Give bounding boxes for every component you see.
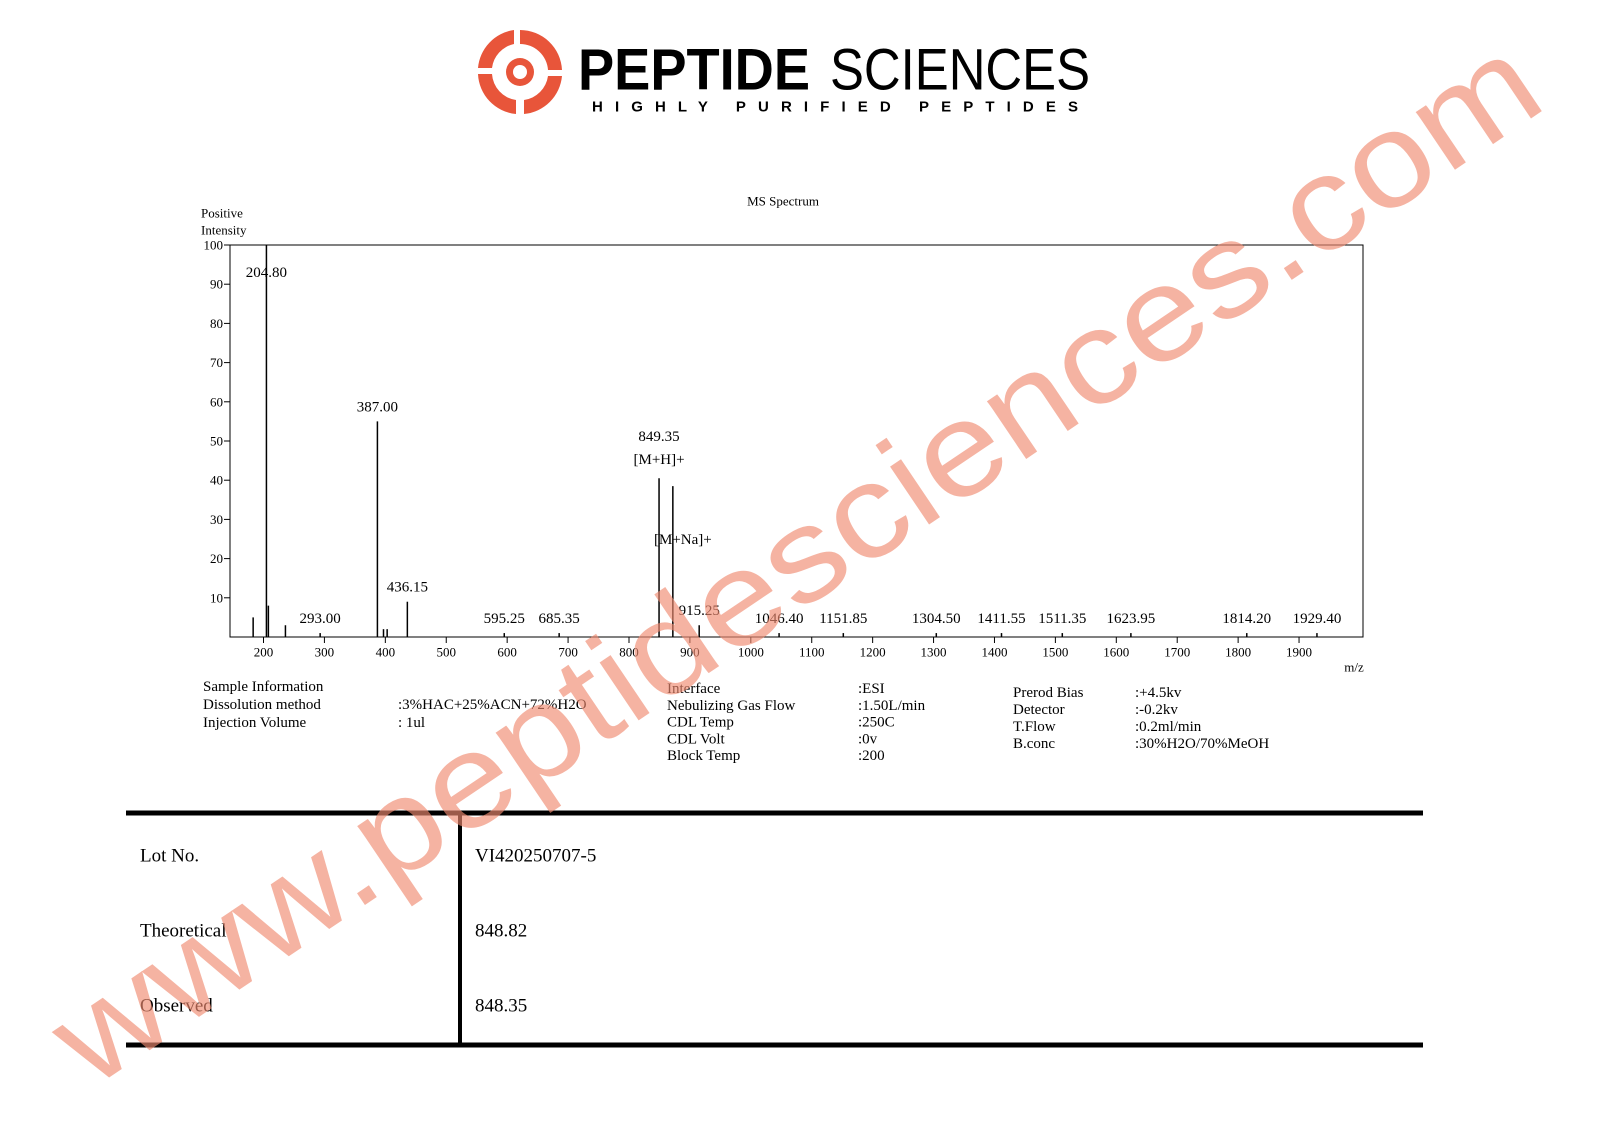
info-value: :200 <box>858 748 885 764</box>
x-tick-label: 300 <box>315 645 335 660</box>
info-label: CDL Volt <box>667 731 725 747</box>
info-label: Dissolution method <box>203 697 321 713</box>
peak-label: 1151.85 <box>819 611 867 627</box>
info-label: B.conc <box>1013 736 1055 752</box>
sample-heading: Sample Information <box>203 679 324 695</box>
x-tick-label: 900 <box>680 645 700 660</box>
y-tick-label: 60 <box>210 394 223 409</box>
peak-annotation: [M+H]+ <box>634 452 685 468</box>
x-tick-label: 700 <box>558 645 578 660</box>
peak-label: 1623.95 <box>1107 611 1156 627</box>
x-tick-label: 1200 <box>860 645 886 660</box>
y-tick-label: 20 <box>210 551 223 566</box>
peak-annotation: [M+Na]+ <box>654 532 712 548</box>
row-value: VI420250707-5 <box>475 846 596 867</box>
x-tick-label: 1100 <box>799 645 825 660</box>
x-tick-label: 500 <box>436 645 456 660</box>
x-tick-label: 1900 <box>1286 645 1312 660</box>
y-axis-label: Positive <box>201 206 243 221</box>
y-axis-label: Intensity <box>201 223 247 238</box>
brand: SCIENCES <box>830 38 1090 103</box>
info-value: :1.50L/min <box>858 698 926 714</box>
info-label: Detector <box>1013 702 1065 718</box>
x-tick-label: 1000 <box>738 645 764 660</box>
row-label: Lot No. <box>140 846 199 867</box>
peak-label: 1411.55 <box>977 611 1025 627</box>
info-label: CDL Temp <box>667 715 734 731</box>
x-tick-label: 600 <box>497 645 517 660</box>
info-label: Block Temp <box>667 748 740 764</box>
peak-label: 436.15 <box>387 580 428 596</box>
peak-label: 1929.40 <box>1293 611 1342 627</box>
x-tick-label: 800 <box>619 645 639 660</box>
y-tick-label: 30 <box>210 512 223 527</box>
info-value: : 1ul <box>398 715 425 731</box>
x-tick-label: 1300 <box>921 645 947 660</box>
y-tick-label: 70 <box>210 355 223 370</box>
y-tick-label: 40 <box>210 473 223 488</box>
content: 10 20 30 40 50 60 70 80 90 100 200 300 400 500 600 700 8… <box>140 238 1341 1017</box>
logo-icon <box>478 29 562 114</box>
info-label: Prerod Bias <box>1013 685 1084 701</box>
y-tick-label: 50 <box>210 434 223 449</box>
info-value: :0.2ml/min <box>1135 719 1202 735</box>
peak-label: 1046.40 <box>755 611 804 627</box>
info-value: :250C <box>858 715 895 731</box>
peak-label: 1511.35 <box>1038 611 1086 627</box>
peak-label: 387.00 <box>357 399 398 415</box>
row-value: 848.35 <box>475 996 527 1017</box>
y-tick-label: 100 <box>204 238 224 253</box>
info-label: Interface <box>667 681 721 697</box>
peak-label: 1304.50 <box>912 611 961 627</box>
x-tick-label: 400 <box>376 645 396 660</box>
y-tick-label: 90 <box>210 277 223 292</box>
watermark: www.peptidesciences.com <box>23 7 1565 1114</box>
peak-label: 685.35 <box>539 611 580 627</box>
peak-label: 915.25 <box>679 603 720 619</box>
x-tick-label: 1500 <box>1042 645 1068 660</box>
x-tick-label: 1700 <box>1164 645 1190 660</box>
info-label: Injection Volume <box>203 715 307 731</box>
peak-label: 293.00 <box>300 611 341 627</box>
peak-label: 595.25 <box>484 611 525 627</box>
brand: PEPTIDE <box>578 38 810 103</box>
x-axis-label: m/z <box>1344 660 1364 675</box>
info-label: T.Flow <box>1013 719 1056 735</box>
row-label: Theoretical <box>140 921 227 942</box>
row-value: 848.82 <box>475 921 527 942</box>
info-value: :+4.5kv <box>1135 685 1182 701</box>
info-value: :0v <box>858 731 878 747</box>
x-tick-label: 1600 <box>1103 645 1129 660</box>
peak-label: 1814.20 <box>1222 611 1271 627</box>
info-value: :-0.2kv <box>1135 702 1178 718</box>
info-label: Nebulizing Gas Flow <box>667 698 795 714</box>
y-tick-label: 80 <box>210 316 223 331</box>
x-tick-label: 200 <box>254 645 274 660</box>
x-tick-label: 1400 <box>981 645 1007 660</box>
peak-label: 849.35 <box>638 429 679 445</box>
y-tick-label: 10 <box>210 590 223 605</box>
info-value: :30%H2O/70%MeOH <box>1135 736 1269 752</box>
x-tick-label: 1800 <box>1225 645 1251 660</box>
row-label: Observed <box>140 996 213 1017</box>
info-value: :ESI <box>858 681 885 697</box>
info-value: :3%HAC+25%ACN+72%H2O <box>398 697 587 713</box>
peak-label: 204.80 <box>246 265 287 281</box>
chart-title: MS Spectrum <box>747 194 819 209</box>
